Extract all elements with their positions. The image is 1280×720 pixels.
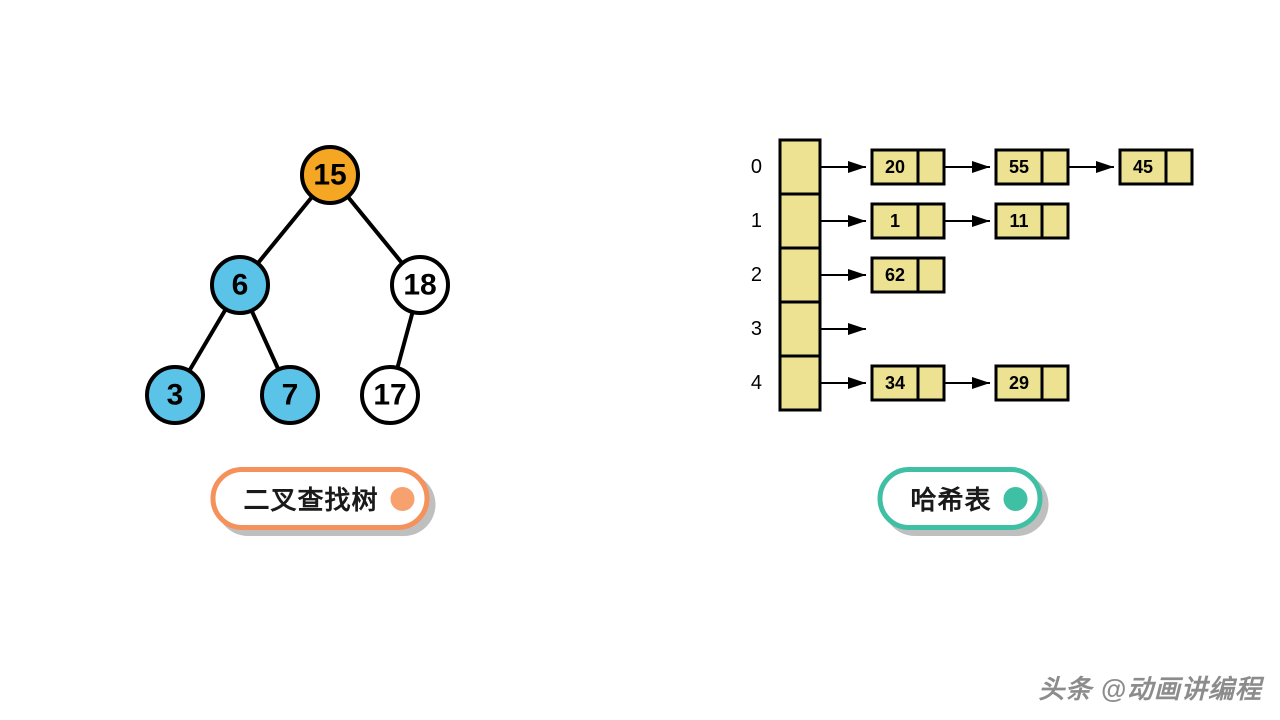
- hash-node-value: 11: [1009, 211, 1028, 231]
- bst-label-wrap: 二叉查找树: [210, 467, 429, 530]
- hash-node-ptr-box: [1042, 204, 1068, 238]
- tree-node-value: 15: [313, 159, 346, 192]
- hash-node-value: 29: [1009, 373, 1029, 393]
- hash-bucket: [780, 356, 820, 410]
- tree-node-value: 3: [167, 379, 184, 412]
- watermark: 头条 @动画讲编程: [1038, 669, 1262, 706]
- tree-edge: [252, 310, 279, 369]
- hash-node-value: 1: [890, 211, 900, 231]
- hash-index: 3: [751, 318, 762, 340]
- hash-bucket: [780, 248, 820, 302]
- hash-node-ptr-box: [1042, 366, 1068, 400]
- hash-node-ptr-box: [1042, 150, 1068, 184]
- hash-index: 0: [751, 156, 762, 178]
- hash-bucket: [780, 140, 820, 194]
- hash-node-ptr-box: [918, 204, 944, 238]
- hash-node-value: 34: [885, 373, 905, 393]
- bst-label-dot: [391, 487, 415, 511]
- hash-label-dot: [1004, 487, 1028, 511]
- tree-node-value: 6: [232, 269, 249, 302]
- hash-node-ptr-box: [918, 366, 944, 400]
- hash-label: 哈希表: [877, 467, 1042, 530]
- hash-panel: 02055451111262343429 哈希表: [640, 0, 1280, 720]
- bst-label: 二叉查找树: [210, 467, 429, 530]
- tree-edge: [397, 312, 412, 368]
- hash-node-ptr-box: [918, 258, 944, 292]
- hash-diagram: 02055451111262343429: [640, 0, 1280, 480]
- tree-node-value: 17: [373, 379, 406, 412]
- hash-label-text: 哈希表: [910, 480, 991, 517]
- hash-node-value: 62: [885, 265, 905, 285]
- hash-index: 2: [751, 264, 762, 286]
- hash-node-ptr-box: [918, 150, 944, 184]
- hash-node-ptr-box: [1166, 150, 1192, 184]
- bst-diagram: 15 6 18 3 7 17: [0, 0, 640, 480]
- tree-node-value: 7: [282, 379, 299, 412]
- hash-bucket: [780, 194, 820, 248]
- hash-bucket: [780, 302, 820, 356]
- hash-node-value: 55: [1009, 157, 1029, 177]
- hash-index: 1: [751, 210, 762, 232]
- hash-label-wrap: 哈希表: [877, 467, 1042, 530]
- tree-edge: [258, 197, 313, 264]
- bst-panel: 15 6 18 3 7 17 二叉查找树: [0, 0, 640, 720]
- hash-node-value: 20: [885, 157, 905, 177]
- tree-edge: [189, 309, 226, 371]
- hash-node-value: 45: [1133, 157, 1153, 177]
- tree-node-value: 18: [403, 269, 436, 302]
- tree-edge: [348, 197, 403, 264]
- hash-index: 4: [751, 372, 762, 394]
- bst-label-text: 二叉查找树: [243, 480, 378, 517]
